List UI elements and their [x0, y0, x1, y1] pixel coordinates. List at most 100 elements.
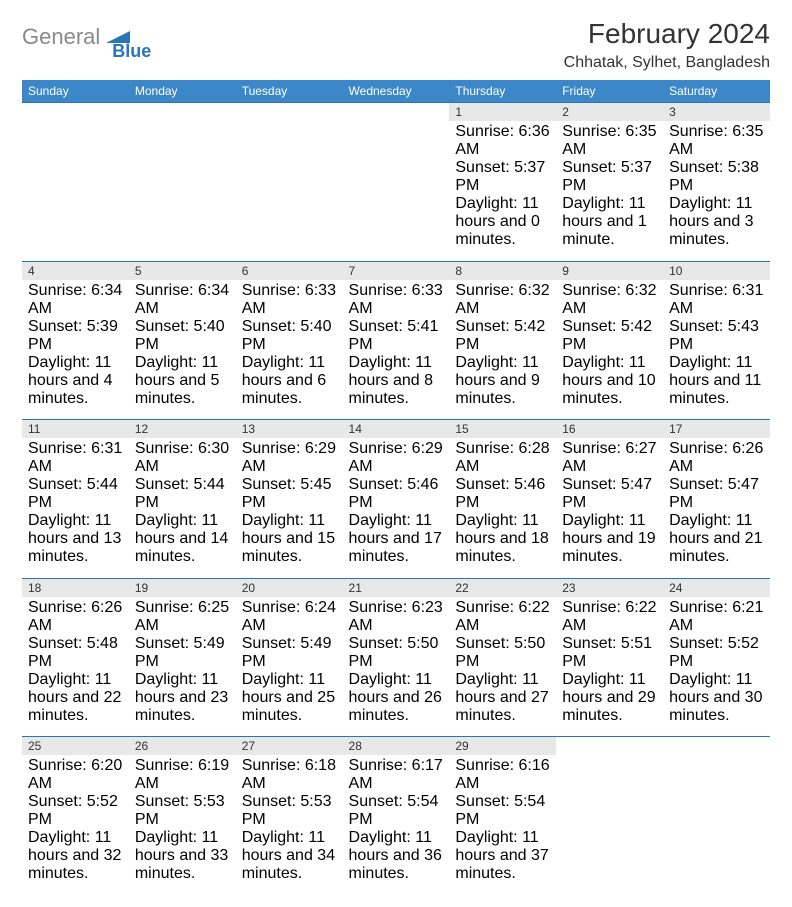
day-number-cell: 21	[343, 578, 450, 597]
day-number-cell: 16	[556, 420, 663, 439]
daylight-line: Daylight: 11 hours and 17 minutes.	[349, 512, 444, 566]
sunset-line: Sunset: 5:44 PM	[135, 476, 230, 512]
day-number-cell: 11	[22, 420, 129, 439]
day-number-cell: 17	[663, 420, 770, 439]
daynum-row: 18192021222324	[22, 578, 770, 597]
daylight-line: Daylight: 11 hours and 0 minutes.	[455, 195, 550, 249]
day-detail-cell: Sunrise: 6:32 AMSunset: 5:42 PMDaylight:…	[449, 280, 556, 414]
sunrise-line: Sunrise: 6:22 AM	[562, 599, 657, 635]
daylight-line: Daylight: 11 hours and 27 minutes.	[455, 671, 550, 725]
month-title: February 2024	[564, 18, 770, 50]
sunrise-line: Sunrise: 6:32 AM	[562, 282, 657, 318]
sunrise-line: Sunrise: 6:29 AM	[349, 440, 444, 476]
day-detail-cell	[663, 755, 770, 889]
daylight-line: Daylight: 11 hours and 37 minutes.	[455, 829, 550, 883]
daylight-line: Daylight: 11 hours and 34 minutes.	[242, 829, 337, 883]
day-number-cell: 20	[236, 578, 343, 597]
day-number-cell	[129, 103, 236, 122]
sunset-line: Sunset: 5:37 PM	[562, 159, 657, 195]
day-number-cell: 5	[129, 261, 236, 280]
calendar-table: Sunday Monday Tuesday Wednesday Thursday…	[22, 80, 770, 889]
daylight-line: Daylight: 11 hours and 22 minutes.	[28, 671, 123, 725]
daylight-line: Daylight: 11 hours and 4 minutes.	[28, 354, 123, 408]
sunset-line: Sunset: 5:52 PM	[669, 635, 764, 671]
sunrise-line: Sunrise: 6:20 AM	[28, 757, 123, 793]
day-detail-cell: Sunrise: 6:19 AMSunset: 5:53 PMDaylight:…	[129, 755, 236, 889]
day-detail-cell: Sunrise: 6:36 AMSunset: 5:37 PMDaylight:…	[449, 121, 556, 255]
day-number-cell: 13	[236, 420, 343, 439]
sunrise-line: Sunrise: 6:34 AM	[28, 282, 123, 318]
sunset-line: Sunset: 5:41 PM	[349, 318, 444, 354]
day-number-cell: 15	[449, 420, 556, 439]
sunset-line: Sunset: 5:52 PM	[28, 793, 123, 829]
day-number-cell: 9	[556, 261, 663, 280]
daylight-line: Daylight: 11 hours and 10 minutes.	[562, 354, 657, 408]
sunrise-line: Sunrise: 6:28 AM	[455, 440, 550, 476]
sunrise-line: Sunrise: 6:31 AM	[28, 440, 123, 476]
day-number-cell	[22, 103, 129, 122]
sunrise-line: Sunrise: 6:23 AM	[349, 599, 444, 635]
day-number-cell: 4	[22, 261, 129, 280]
sunrise-line: Sunrise: 6:36 AM	[455, 123, 550, 159]
daylight-line: Daylight: 11 hours and 21 minutes.	[669, 512, 764, 566]
day-header: Tuesday	[236, 80, 343, 103]
sunrise-line: Sunrise: 6:25 AM	[135, 599, 230, 635]
day-number-cell	[556, 737, 663, 756]
day-number-cell: 23	[556, 578, 663, 597]
day-detail-cell: Sunrise: 6:30 AMSunset: 5:44 PMDaylight:…	[129, 438, 236, 572]
day-detail-cell: Sunrise: 6:34 AMSunset: 5:39 PMDaylight:…	[22, 280, 129, 414]
sunset-line: Sunset: 5:47 PM	[669, 476, 764, 512]
sunset-line: Sunset: 5:39 PM	[28, 318, 123, 354]
sunset-line: Sunset: 5:54 PM	[455, 793, 550, 829]
day-detail-cell	[556, 755, 663, 889]
day-detail-cell: Sunrise: 6:22 AMSunset: 5:50 PMDaylight:…	[449, 597, 556, 731]
daylight-line: Daylight: 11 hours and 33 minutes.	[135, 829, 230, 883]
daylight-line: Daylight: 11 hours and 1 minute.	[562, 195, 657, 249]
day-header: Wednesday	[343, 80, 450, 103]
day-detail-cell: Sunrise: 6:35 AMSunset: 5:38 PMDaylight:…	[663, 121, 770, 255]
sunrise-line: Sunrise: 6:18 AM	[242, 757, 337, 793]
day-detail-cell: Sunrise: 6:25 AMSunset: 5:49 PMDaylight:…	[129, 597, 236, 731]
sunset-line: Sunset: 5:47 PM	[562, 476, 657, 512]
daylight-line: Daylight: 11 hours and 23 minutes.	[135, 671, 230, 725]
sunset-line: Sunset: 5:48 PM	[28, 635, 123, 671]
sunset-line: Sunset: 5:54 PM	[349, 793, 444, 829]
daylight-line: Daylight: 11 hours and 14 minutes.	[135, 512, 230, 566]
day-number-cell: 19	[129, 578, 236, 597]
logo-word1: General	[22, 24, 100, 50]
daynum-row: 11121314151617	[22, 420, 770, 439]
sunrise-line: Sunrise: 6:35 AM	[669, 123, 764, 159]
day-detail-cell	[343, 121, 450, 255]
daylight-line: Daylight: 11 hours and 3 minutes.	[669, 195, 764, 249]
day-detail-cell	[129, 121, 236, 255]
sunset-line: Sunset: 5:40 PM	[135, 318, 230, 354]
sunrise-line: Sunrise: 6:30 AM	[135, 440, 230, 476]
day-number-cell: 24	[663, 578, 770, 597]
day-number-cell: 26	[129, 737, 236, 756]
daynum-row: 45678910	[22, 261, 770, 280]
day-detail-cell: Sunrise: 6:33 AMSunset: 5:41 PMDaylight:…	[343, 280, 450, 414]
day-number-cell: 6	[236, 261, 343, 280]
day-header: Sunday	[22, 80, 129, 103]
day-number-cell: 28	[343, 737, 450, 756]
sunset-line: Sunset: 5:53 PM	[242, 793, 337, 829]
day-number-cell	[663, 737, 770, 756]
day-detail-cell: Sunrise: 6:26 AMSunset: 5:47 PMDaylight:…	[663, 438, 770, 572]
daylight-line: Daylight: 11 hours and 29 minutes.	[562, 671, 657, 725]
detail-row: Sunrise: 6:34 AMSunset: 5:39 PMDaylight:…	[22, 280, 770, 414]
sunrise-line: Sunrise: 6:34 AM	[135, 282, 230, 318]
day-number-cell: 27	[236, 737, 343, 756]
detail-row: Sunrise: 6:26 AMSunset: 5:48 PMDaylight:…	[22, 597, 770, 731]
day-detail-cell: Sunrise: 6:21 AMSunset: 5:52 PMDaylight:…	[663, 597, 770, 731]
daylight-line: Daylight: 11 hours and 19 minutes.	[562, 512, 657, 566]
day-number-cell: 12	[129, 420, 236, 439]
day-number-cell: 10	[663, 261, 770, 280]
detail-row: Sunrise: 6:20 AMSunset: 5:52 PM Daylight:…	[22, 755, 770, 889]
calendar-page: General Blue February 2024 Chhatak, Sylh…	[0, 0, 792, 907]
day-detail-cell: Sunrise: 6:17 AMSunset: 5:54 PMDaylight:…	[343, 755, 450, 889]
day-number-cell: 22	[449, 578, 556, 597]
day-number-cell: 14	[343, 420, 450, 439]
day-detail-cell: Sunrise: 6:22 AMSunset: 5:51 PMDaylight:…	[556, 597, 663, 731]
day-detail-cell: Sunrise: 6:32 AMSunset: 5:42 PMDaylight:…	[556, 280, 663, 414]
sunset-line: Sunset: 5:50 PM	[455, 635, 550, 671]
